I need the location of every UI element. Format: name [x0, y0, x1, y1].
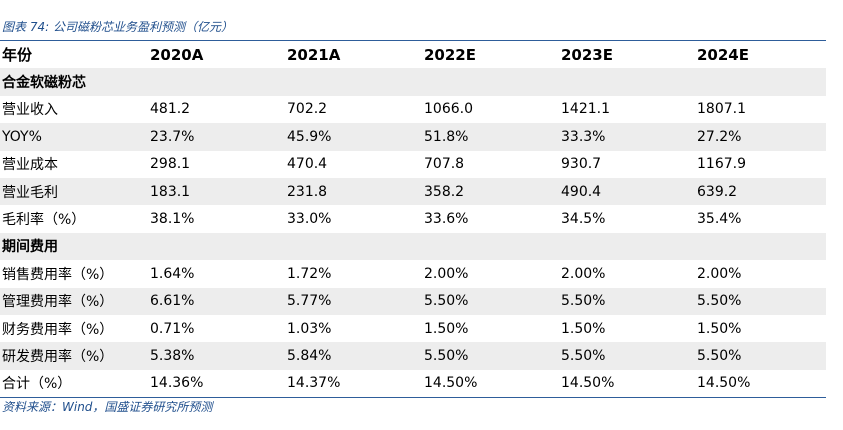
cell: 5.50% [695, 342, 826, 370]
cell: 5.38% [148, 342, 285, 370]
data-row: 营业收入 481.2 702.2 1066.0 1421.1 1807.1 [0, 96, 826, 123]
cell: 33.3% [559, 123, 695, 151]
row-label: 管理费用率（%） [0, 287, 148, 315]
row-label: 毛利率（%） [2, 212, 86, 229]
cell: 14.50% [561, 375, 615, 392]
header-cell: 2024E [697, 45, 749, 64]
header-cell: 2022E [424, 45, 476, 64]
cell: 2.00% [424, 265, 469, 282]
cell: 1.50% [424, 320, 469, 337]
cell: 34.5% [561, 211, 606, 228]
row-label: 研发费用率（%） [0, 342, 148, 370]
data-row: 营业毛利 183.1 231.8 358.2 490.4 639.2 [0, 177, 826, 206]
cell: 481.2 [150, 101, 191, 118]
header-cell: 2020A [150, 45, 204, 64]
cell: 14.50% [424, 375, 478, 392]
data-row: 销售费用率（%） 1.64% 1.72% 2.00% 2.00% 2.00% [0, 260, 826, 287]
empty-cell [422, 68, 559, 96]
cell: 5.50% [559, 287, 695, 315]
cell: 1.64% [150, 265, 195, 282]
cell: 702.2 [287, 101, 328, 118]
row-label: 营业成本 [2, 157, 58, 174]
cell: 1.03% [287, 320, 332, 337]
row-label: YOY% [0, 123, 148, 151]
cell: 5.50% [695, 287, 826, 315]
empty-cell [422, 232, 559, 261]
cell: 930.7 [561, 156, 602, 173]
row-label: 财务费用率（%） [2, 321, 114, 338]
cell: 14.50% [697, 375, 751, 392]
row-label: 合计（%） [2, 376, 72, 393]
header-cell: 年份 [2, 46, 33, 65]
cell: 35.4% [697, 211, 742, 228]
cell: 33.6% [424, 211, 469, 228]
empty-cell [148, 68, 285, 96]
cell: 1807.1 [697, 101, 746, 118]
cell: 183.1 [148, 177, 285, 206]
cell: 5.50% [422, 287, 559, 315]
empty-cell [285, 232, 422, 261]
header-cell: 2021A [287, 45, 341, 64]
cell: 490.4 [559, 177, 695, 206]
cell: 33.0% [287, 211, 332, 228]
cell: 1167.9 [697, 156, 746, 173]
cell: 470.4 [287, 156, 328, 173]
row-label: 营业毛利 [0, 177, 148, 206]
header-row: 年份 2020A 2021A 2022E 2023E 2024E [0, 41, 826, 69]
data-row: 财务费用率（%） 0.71% 1.03% 1.50% 1.50% 1.50% [0, 315, 826, 342]
cell: 38.1% [150, 211, 195, 228]
cell: 5.50% [559, 342, 695, 370]
cell: 1421.1 [561, 101, 610, 118]
cell: 2.00% [697, 265, 742, 282]
data-row: 营业成本 298.1 470.4 707.8 930.7 1167.9 [0, 151, 826, 178]
cell: 23.7% [148, 123, 285, 151]
source-note: 资料来源：Wind，国盛证券研究所预测 [2, 400, 213, 414]
section-row: 期间费用 [0, 232, 826, 261]
cell: 298.1 [150, 156, 191, 173]
cell: 1.50% [561, 320, 606, 337]
empty-cell [559, 68, 695, 96]
data-row: 管理费用率（%） 6.61% 5.77% 5.50% 5.50% 5.50% [0, 287, 826, 315]
cell: 45.9% [285, 123, 422, 151]
row-label: 期间费用 [0, 232, 148, 261]
cell: 2.00% [561, 265, 606, 282]
cell: 5.77% [285, 287, 422, 315]
cell: 51.8% [422, 123, 559, 151]
cell: 6.61% [148, 287, 285, 315]
cell: 1.50% [697, 320, 742, 337]
row-label: 营业收入 [2, 102, 58, 119]
data-row: 合计（%） 14.36% 14.37% 14.50% 14.50% 14.50% [0, 370, 826, 398]
header-cell: 2023E [561, 45, 613, 64]
empty-cell [559, 232, 695, 261]
cell: 1.72% [287, 265, 332, 282]
cell: 0.71% [150, 320, 195, 337]
cell: 5.50% [422, 342, 559, 370]
empty-cell [285, 68, 422, 96]
row-label: 销售费用率（%） [2, 266, 114, 283]
data-row: YOY% 23.7% 45.9% 51.8% 33.3% 27.2% [0, 123, 826, 151]
cell: 639.2 [695, 177, 826, 206]
figure-title: 图表 74: 公司磁粉芯业务盈利预测（亿元） [2, 20, 233, 34]
cell: 5.84% [285, 342, 422, 370]
empty-cell [695, 68, 826, 96]
cell: 14.36% [150, 375, 204, 392]
cell: 27.2% [695, 123, 826, 151]
cell: 707.8 [424, 156, 465, 173]
cell: 14.37% [287, 375, 341, 392]
forecast-table: 年份 2020A 2021A 2022E 2023E 2024E 合金软磁粉芯营业收入 481… [0, 40, 826, 399]
row-label: 合金软磁粉芯 [0, 68, 148, 96]
section-row: 合金软磁粉芯 [0, 68, 826, 96]
empty-cell [695, 232, 826, 261]
cell: 231.8 [285, 177, 422, 206]
empty-cell [148, 232, 285, 261]
data-row: 毛利率（%） 38.1% 33.0% 33.6% 34.5% 35.4% [0, 205, 826, 232]
cell: 1066.0 [424, 101, 473, 118]
cell: 358.2 [422, 177, 559, 206]
data-row: 研发费用率（%） 5.38% 5.84% 5.50% 5.50% 5.50% [0, 342, 826, 370]
